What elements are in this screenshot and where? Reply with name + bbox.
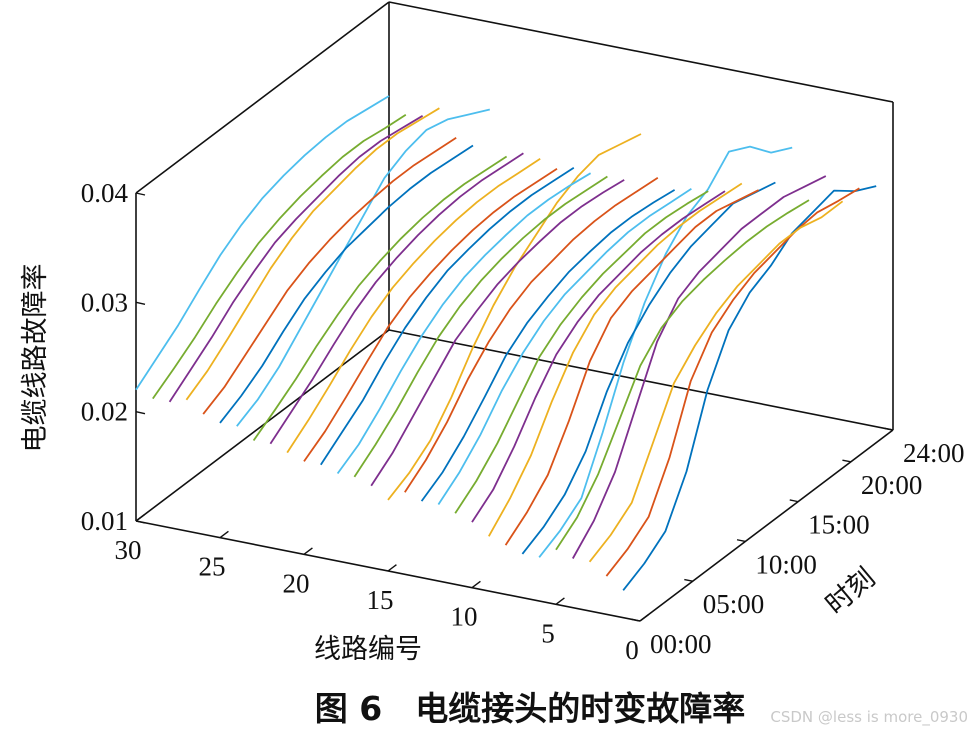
series-line-12	[437, 188, 692, 505]
x-tick-label: 5	[541, 618, 555, 648]
series-line-3	[588, 200, 844, 563]
x-tick-mark	[387, 564, 397, 572]
y-tick-label: 05:00	[703, 589, 765, 619]
x-tick-mark	[471, 580, 481, 589]
y-tick-label: 24:00	[903, 438, 965, 468]
z-tick-label: 0.04	[81, 178, 129, 208]
x-tick-label: 10	[451, 602, 478, 632]
y-tick-mark	[842, 459, 851, 463]
series-line-9	[488, 182, 743, 537]
z-tick-mark	[135, 192, 146, 196]
x-tick-label: 25	[199, 552, 226, 582]
y-axis-label: 时刻	[820, 562, 881, 620]
series-group	[135, 95, 877, 591]
top-left-edge	[135, 1, 390, 194]
series-line-27	[185, 107, 440, 401]
back-floor-edge-right	[388, 329, 894, 431]
series-line-16	[370, 179, 625, 487]
series-line-23	[252, 155, 508, 442]
y-tick-label: 00:00	[650, 629, 712, 659]
x-tick-label: 15	[367, 585, 394, 615]
figure-caption: 图 6 电缆接头的时变故障率	[315, 689, 745, 728]
series-line-5	[555, 199, 810, 551]
y-tick-mark	[789, 499, 799, 503]
series-line-22	[269, 152, 524, 445]
top-back-edge	[388, 1, 894, 103]
x-axis-label: 线路编号	[314, 634, 422, 665]
x-tick-mark	[219, 530, 229, 539]
y-tick-label: 20:00	[861, 470, 923, 500]
tick-group: 0.01 0.02 0.03 0.04 0 5 10 15 20 25 30 00:00 05:00 10…	[81, 178, 965, 665]
series-line-20	[303, 167, 558, 462]
series-line-10	[471, 190, 726, 523]
x-tick-label: 20	[283, 568, 310, 598]
series-line-19	[320, 166, 575, 466]
series-line-6	[538, 145, 793, 558]
y-tick-mark	[884, 427, 894, 431]
y-tick-mark	[631, 618, 641, 622]
z-axis-label: 电缆线路故障率	[20, 264, 51, 453]
y-tick-label: 10:00	[755, 549, 817, 579]
series-line-24	[236, 108, 491, 427]
watermark: CSDN @less is more_0930	[770, 708, 968, 727]
x-tick-mark	[135, 514, 145, 522]
z-tick-label: 0.01	[81, 506, 128, 536]
series-line-28	[168, 115, 424, 403]
back-floor-edge-left	[135, 329, 390, 522]
series-line-17	[353, 175, 608, 478]
z-tick-mark	[135, 410, 146, 415]
series-line-30	[135, 95, 390, 391]
series-line-2	[605, 187, 860, 577]
series-line-13	[420, 189, 676, 502]
z-tick-label: 0.02	[81, 397, 128, 427]
series-line-14	[404, 177, 659, 493]
series-line-26	[202, 137, 457, 415]
y-tick-label: 15:00	[808, 510, 870, 540]
axes-box	[135, 1, 894, 622]
z-tick-label: 0.03	[81, 287, 128, 317]
x-tick-label: 30	[115, 535, 142, 565]
y-tick-mark	[684, 578, 693, 582]
x-tick-label: 0	[625, 635, 639, 665]
series-line-4	[572, 175, 827, 559]
series-line-29	[152, 113, 407, 400]
series-line-8	[504, 189, 760, 546]
series-line-15	[387, 133, 642, 501]
series-line-1	[622, 185, 877, 591]
z-tick-mark	[135, 301, 146, 306]
series-line-18	[336, 172, 592, 475]
y-tick-mark	[736, 539, 746, 543]
z-tick-mark	[135, 520, 146, 524]
x-tick-mark	[303, 547, 313, 555]
x-tick-mark	[639, 614, 649, 622]
series-line-21	[286, 158, 541, 454]
series-line-25	[219, 144, 474, 424]
x-tick-mark	[555, 597, 565, 605]
series-line-11	[454, 190, 709, 514]
